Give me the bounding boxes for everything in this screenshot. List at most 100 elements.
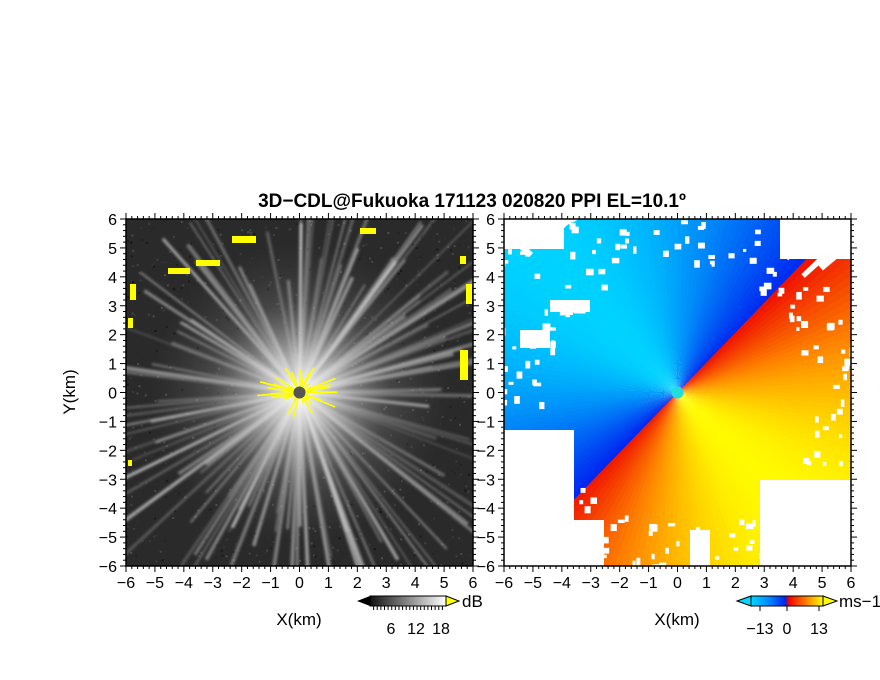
noise-speck xyxy=(151,263,154,266)
noise-speck xyxy=(467,490,470,493)
noise-speck xyxy=(225,555,228,558)
no-data-speck xyxy=(611,592,615,596)
noise-speck xyxy=(126,471,129,474)
no-data-speck xyxy=(558,529,564,535)
no-data-speck xyxy=(584,506,591,514)
no-data-speck xyxy=(731,628,735,635)
x-tick-label: 0 xyxy=(295,575,304,592)
no-data-speck xyxy=(825,495,833,502)
velocity-sector xyxy=(664,392,678,566)
noise-speck xyxy=(457,468,460,471)
no-data-speck xyxy=(579,610,585,615)
x-tick-label: 3 xyxy=(760,575,769,592)
no-data-speck xyxy=(697,225,705,231)
no-data-speck xyxy=(533,466,538,473)
y-tick-label: 0 xyxy=(108,386,117,403)
no-data-speck xyxy=(875,506,880,511)
edge-echo xyxy=(196,260,220,266)
no-data-speck xyxy=(753,151,759,159)
no-data-speck xyxy=(536,486,543,494)
noise-speck xyxy=(437,536,440,539)
no-data-speck xyxy=(843,373,847,381)
no-data-speck xyxy=(537,224,545,233)
no-data-speck xyxy=(550,458,558,466)
no-data-speck xyxy=(823,286,830,293)
noise-speck xyxy=(400,508,403,511)
noise-speck xyxy=(169,250,172,253)
noise-speck xyxy=(181,297,184,300)
no-data-speck xyxy=(494,541,500,546)
no-data-speck xyxy=(772,271,777,277)
no-data-area xyxy=(504,219,564,249)
y-tick-label: 2 xyxy=(486,328,495,345)
no-data-speck xyxy=(761,508,766,516)
no-data-speck xyxy=(705,156,710,163)
noise-speck xyxy=(288,228,291,231)
velocity-sector xyxy=(541,219,678,393)
noise-speck xyxy=(139,408,142,411)
no-data-speck xyxy=(830,413,836,421)
velocity-sector xyxy=(677,392,728,566)
edge-echo xyxy=(130,284,136,300)
noise-speck xyxy=(128,437,131,440)
x-tick-label: −1 xyxy=(261,575,279,592)
no-data-speck xyxy=(659,562,667,566)
noise-speck xyxy=(272,540,275,543)
no-data-speck xyxy=(550,347,556,356)
noise-speck xyxy=(190,242,193,245)
noise-speck xyxy=(329,557,332,560)
noise-speck xyxy=(186,227,189,230)
no-data-speck xyxy=(542,323,551,332)
noise-speck xyxy=(126,383,129,386)
noise-speck xyxy=(361,239,364,242)
noise-speck xyxy=(201,527,204,530)
no-data-speck xyxy=(504,389,508,395)
velocity-sector xyxy=(677,380,851,393)
x-tick-label: −6 xyxy=(117,575,135,592)
noise-speck xyxy=(209,518,212,521)
noise-speck xyxy=(399,563,402,566)
no-data-speck xyxy=(532,379,537,386)
noise-speck xyxy=(173,526,176,529)
noise-speck xyxy=(440,283,443,286)
noise-speck xyxy=(400,538,403,541)
left-colorbar-frame xyxy=(369,595,447,607)
noise-speck xyxy=(239,252,242,255)
velocity-sector xyxy=(676,392,684,566)
right-colorbar-ticks xyxy=(759,606,820,611)
y-tick-label: 5 xyxy=(486,241,495,258)
velocity-sector xyxy=(677,392,846,566)
velocity-sector xyxy=(677,368,851,393)
noise-speck xyxy=(419,255,422,258)
noise-speck xyxy=(368,543,371,546)
noise-speck xyxy=(442,335,445,338)
noise-speck xyxy=(220,549,223,552)
noise-speck xyxy=(127,240,130,243)
edge-echo xyxy=(466,284,472,304)
no-data-speck xyxy=(681,220,688,225)
no-data-speck xyxy=(577,308,586,314)
no-data-area xyxy=(760,480,851,566)
no-data-speck xyxy=(844,499,850,504)
no-data-speck xyxy=(754,152,758,156)
y-tick-label: 5 xyxy=(108,241,117,258)
noise-speck xyxy=(169,558,172,561)
noise-speck xyxy=(431,223,434,226)
noise-speck xyxy=(248,552,251,555)
noise-speck xyxy=(131,327,134,330)
y-tick-label: 1 xyxy=(486,357,495,374)
no-data-speck xyxy=(760,288,767,296)
no-data-speck xyxy=(560,487,568,494)
x-tick-label: −2 xyxy=(611,575,629,592)
no-data-speck xyxy=(667,522,676,527)
velocity-sector xyxy=(533,219,678,393)
no-data-speck xyxy=(816,295,824,302)
noise-speck xyxy=(132,280,135,283)
no-data-speck xyxy=(504,532,509,540)
no-data-speck xyxy=(625,238,630,244)
noise-speck xyxy=(157,452,160,455)
noise-speck xyxy=(438,240,441,243)
velocity-sector xyxy=(677,392,814,566)
noise-speck xyxy=(449,245,452,248)
no-data-speck xyxy=(497,430,501,438)
